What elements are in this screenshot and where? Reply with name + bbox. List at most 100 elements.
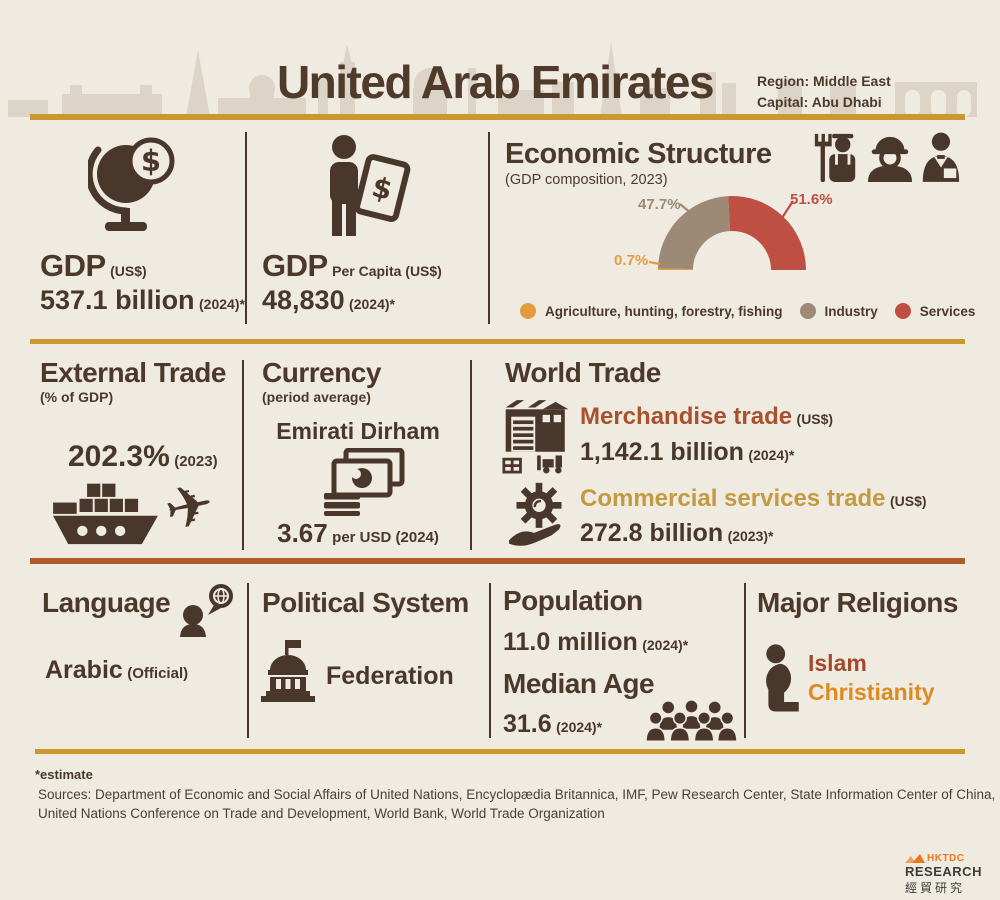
median-age-title: Median Age xyxy=(503,668,655,699)
logo-research-label: RESEARCH xyxy=(905,864,982,879)
divider-v-row2-b xyxy=(470,360,472,550)
sources-line-2: United Nations Conference on Trade and D… xyxy=(38,806,605,821)
legend-label-services: Services xyxy=(919,303,976,319)
connector-industry xyxy=(679,203,693,215)
merchandise-trade-value: 1,142.1 billion xyxy=(580,438,744,466)
merchandise-trade-year: (2024)* xyxy=(748,447,795,463)
banknotes-icon xyxy=(324,448,405,516)
hktdc-logo-mark-icon xyxy=(905,854,925,863)
divider-v-row3-b xyxy=(489,583,491,738)
merchandise-trade-label: Merchandise trade xyxy=(580,403,793,430)
svg-text:$: $ xyxy=(141,144,161,178)
divider-gold-bottom xyxy=(35,749,965,754)
merchandise-trade-label-line: Merchandise trade (US$) xyxy=(580,403,833,431)
legend-dot-industry xyxy=(799,303,816,319)
estimate-note: *estimate xyxy=(35,767,93,782)
currency-subtitle: (period average) xyxy=(262,389,371,405)
region-capital-block: Region: Middle East Capital: Abu Dhabi xyxy=(757,71,891,113)
donut-label-agriculture: 0.7% xyxy=(614,252,649,269)
services-trade-label: Commercial services trade xyxy=(580,485,886,512)
globe-dollar-icon: $ xyxy=(88,137,175,231)
language-value: Arabic xyxy=(45,656,123,684)
donut-segment-industry xyxy=(658,196,731,270)
donut-segment-services xyxy=(728,196,806,270)
gdp-title: GDP xyxy=(40,248,106,283)
capitol-icon xyxy=(261,640,315,702)
gdp-per-capita-title: GDP xyxy=(262,248,328,283)
praying-person-icon xyxy=(766,644,799,712)
services-trade-value-line: 272.8 billion (2023)* xyxy=(580,519,773,548)
currency-rate-suffix: per USD (2024) xyxy=(332,529,439,546)
religion-islam: Islam xyxy=(808,650,867,676)
warehouse-icon xyxy=(502,400,569,474)
speaker-globe-icon xyxy=(180,584,233,637)
legend-dot-services xyxy=(894,303,911,319)
person-banknote-icon: $ xyxy=(330,135,411,236)
gdp-per-capita-value: 48,830 xyxy=(262,285,345,315)
donut-label-industry: 47.7% xyxy=(638,196,681,213)
gdp-per-capita-title-line: GDP Per Capita (US$) xyxy=(262,248,442,284)
divider-v-row1-a xyxy=(245,132,247,324)
gdp-value-line: 537.1 billion (2024)* xyxy=(40,285,245,316)
services-trade-label-line: Commercial services trade (US$) xyxy=(580,485,927,513)
people-group-icon xyxy=(645,700,737,742)
divider-gold-top xyxy=(30,114,965,120)
political-system-title: Political System xyxy=(262,587,469,618)
language-title: Language xyxy=(42,587,171,618)
economic-structure-subtitle: (GDP composition, 2023) xyxy=(505,172,668,188)
cargo-ship-icon xyxy=(53,483,158,545)
population-year: (2024)* xyxy=(642,637,689,653)
logo-brand: HKTDC xyxy=(927,853,965,864)
external-trade-value-line: 202.3% (2023) xyxy=(68,440,218,474)
legend-dot-agriculture xyxy=(520,303,536,319)
services-trade-unit: (US$) xyxy=(889,493,927,509)
connector-services xyxy=(779,200,794,222)
farmer-icon xyxy=(814,133,856,182)
gdp-title-line: GDP (US$) xyxy=(40,248,147,284)
divider-v-row3-a xyxy=(247,583,249,738)
economic-structure-title: Economic Structure xyxy=(505,138,772,170)
external-trade-title: External Trade xyxy=(40,357,226,388)
religion-christianity: Christianity xyxy=(808,679,935,705)
external-trade-subtitle: (% of GDP) xyxy=(40,389,114,405)
construction-worker-icon xyxy=(867,136,913,182)
legend-label-agriculture: Agriculture, hunting, forestry, fishing xyxy=(545,303,783,319)
merchandise-trade-value-line: 1,142.1 billion (2024)* xyxy=(580,438,794,467)
language-note: (Official) xyxy=(127,665,189,682)
logo-chinese-label: 經貿研究 xyxy=(905,881,966,895)
city-skyline-illustration xyxy=(8,42,977,117)
connector-agriculture xyxy=(648,260,661,266)
language-value-line: Arabic (Official) xyxy=(45,656,188,685)
gdp-unit: (US$) xyxy=(110,263,147,279)
currency-name: Emirati Dirham xyxy=(276,418,440,444)
median-age-value-line: 31.6 (2024)* xyxy=(503,710,602,739)
gdp-per-capita-unit: Per Capita (US$) xyxy=(332,263,442,279)
divider-gold-mid1 xyxy=(30,339,965,344)
airplane-icon: ✈ xyxy=(158,468,221,546)
divider-v-row3-c xyxy=(744,583,746,738)
svg-text:$: $ xyxy=(369,170,396,207)
currency-rate-line: 3.67 per USD (2024) xyxy=(246,518,470,549)
median-age-year: (2024)* xyxy=(556,719,603,735)
gdp-value: 537.1 billion xyxy=(40,285,195,315)
merchandise-trade-unit: (US$) xyxy=(796,411,834,427)
capital-label: Capital: Abu Dhabi xyxy=(757,94,882,110)
political-system-value: Federation xyxy=(326,662,454,690)
world-trade-title: World Trade xyxy=(505,357,661,388)
gdp-composition-donut-chart xyxy=(648,196,806,270)
major-religions-title: Major Religions xyxy=(757,587,958,618)
external-trade-year: (2023) xyxy=(174,453,218,470)
population-title: Population xyxy=(503,585,643,616)
region-label: Region: Middle East xyxy=(757,73,891,89)
gdp-per-capita-value-line: 48,830 (2024)* xyxy=(262,285,395,316)
services-trade-value: 272.8 billion xyxy=(580,519,724,547)
population-value: 11.0 million xyxy=(503,628,638,656)
donut-segment-agriculture-hunting-forestry-fishing xyxy=(658,268,694,270)
gdp-year: (2024)* xyxy=(199,296,245,312)
page-title: United Arab Emirates xyxy=(276,56,715,108)
sources-line-1: Sources: Department of Economic and Soci… xyxy=(38,787,996,802)
gear-hand-icon xyxy=(509,482,562,546)
gdp-per-capita-year: (2024)* xyxy=(349,296,395,312)
services-trade-year: (2023)* xyxy=(727,528,774,544)
